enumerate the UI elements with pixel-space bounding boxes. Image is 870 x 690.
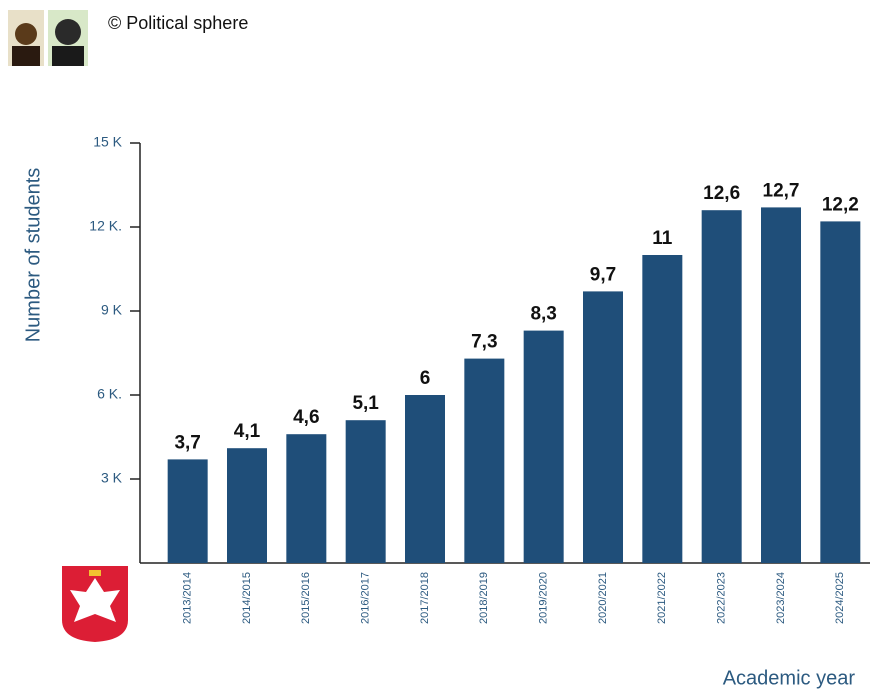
x-tick-label: 2019/2020 xyxy=(538,572,550,624)
x-tick-label: 2021/2022 xyxy=(656,572,668,624)
value-label: 9,7 xyxy=(590,264,616,285)
bar xyxy=(523,330,564,563)
x-tick-label: 2017/2018 xyxy=(419,572,431,624)
bar xyxy=(761,207,801,563)
bar xyxy=(167,459,208,563)
value-label: 11 xyxy=(652,228,673,249)
logo xyxy=(8,10,88,66)
value-label: 12,7 xyxy=(763,180,800,201)
y-tick-label: 6 K. xyxy=(97,386,122,402)
value-label: 7,3 xyxy=(471,332,497,353)
value-label: 4,1 xyxy=(234,421,261,442)
x-tick-label: 2023/2024 xyxy=(775,572,787,624)
x-tick-label: 2014/2015 xyxy=(241,572,253,624)
bar xyxy=(227,448,267,563)
y-tick-label: 9 K xyxy=(101,302,123,318)
y-tick-label: 15 K xyxy=(93,134,122,150)
bar xyxy=(701,210,742,563)
y-tick-label: 12 K. xyxy=(89,218,122,234)
value-label: 4,6 xyxy=(293,407,319,428)
bar xyxy=(583,291,623,563)
value-label: 12,6 xyxy=(703,183,740,204)
x-tick-label: 2013/2014 xyxy=(182,572,194,624)
y-axis-label: Number of students xyxy=(22,168,44,343)
bar xyxy=(820,221,861,563)
value-label: 8,3 xyxy=(530,304,556,325)
x-tick-label: 2015/2016 xyxy=(300,572,312,624)
x-tick-label: 2016/2017 xyxy=(360,572,372,624)
value-label: 6 xyxy=(420,368,431,389)
emblem xyxy=(62,566,128,642)
bar xyxy=(345,420,386,563)
x-tick-label: 2024/2025 xyxy=(834,572,846,624)
y-tick-label: 3 K xyxy=(101,470,123,486)
x-tick-label: 2020/2021 xyxy=(597,572,609,624)
value-label: 5,1 xyxy=(352,393,379,414)
x-tick-label: 2018/2019 xyxy=(478,572,490,624)
source: © Political sphere xyxy=(108,13,248,33)
x-axis-label: Academic year xyxy=(723,667,856,689)
value-label: 12,2 xyxy=(822,194,859,215)
bar xyxy=(642,255,683,563)
bar xyxy=(286,434,327,563)
value-label: 3,7 xyxy=(174,432,200,453)
bar xyxy=(405,395,445,563)
bar xyxy=(464,358,505,563)
x-tick-label: 2022/2023 xyxy=(716,572,728,624)
